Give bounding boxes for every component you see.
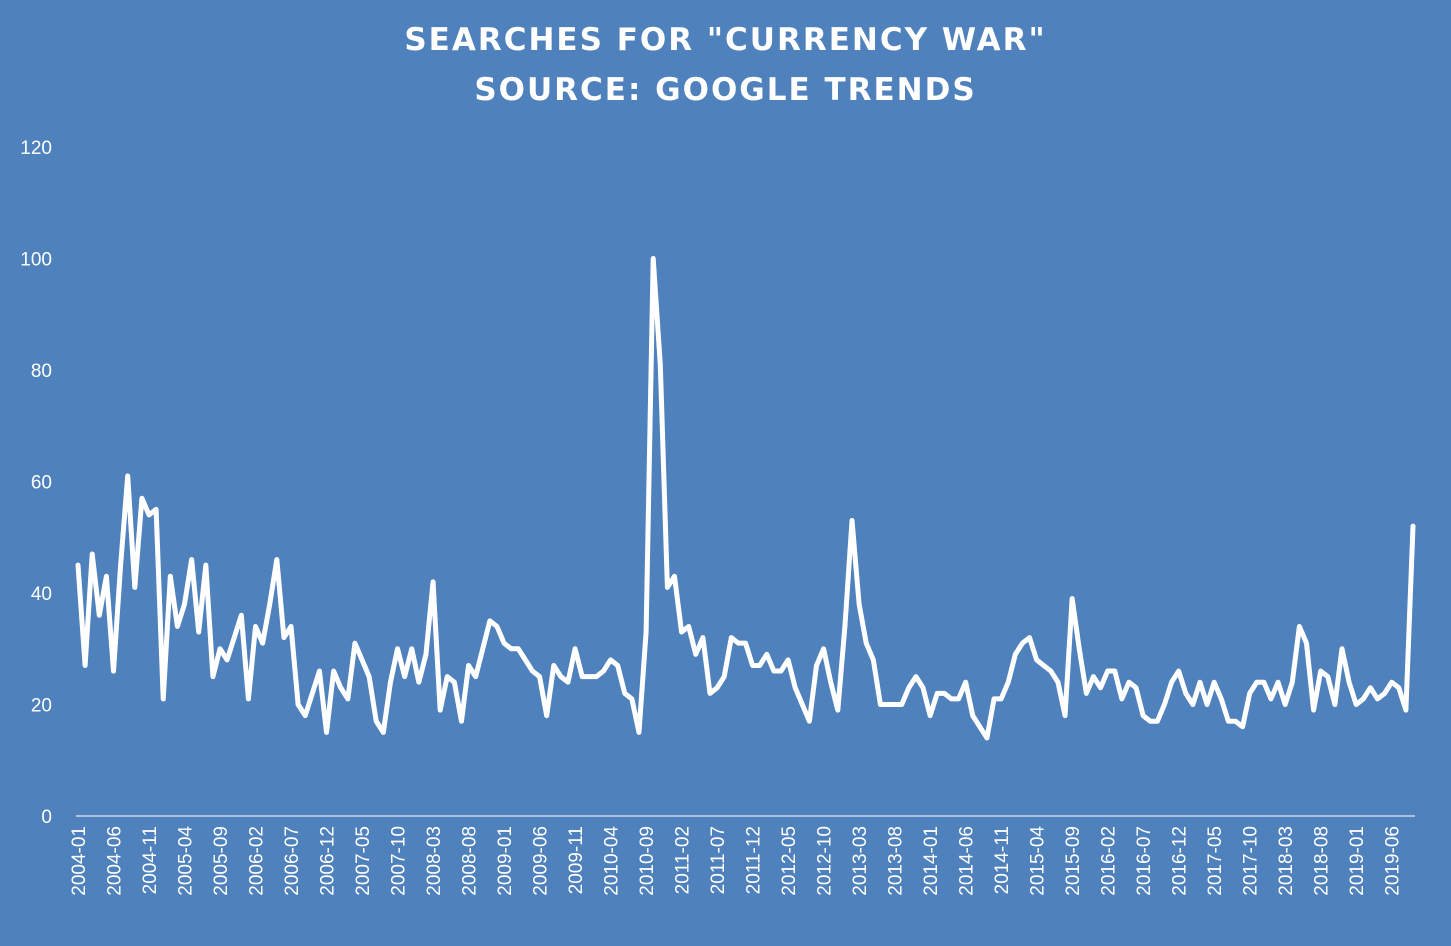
- x-tick-label: 2007-05: [353, 826, 374, 896]
- x-tick-label: 2012-05: [779, 826, 800, 896]
- x-tick-label: 2019-01: [1347, 826, 1368, 896]
- x-tick-label: 2013-08: [886, 826, 907, 896]
- y-tick-label: 80: [31, 361, 52, 382]
- y-tick-label: 40: [31, 584, 52, 605]
- x-tick-label: 2014-11: [992, 826, 1013, 894]
- x-tick-label: 2009-06: [531, 826, 552, 896]
- x-tick-label: 2018-08: [1312, 826, 1333, 896]
- x-axis: 2004-01 2004-06 2004-11 2005-04 2005-09 2006-…: [69, 815, 1415, 896]
- x-tick-label: 2016-12: [1170, 826, 1191, 896]
- x-tick-label: 2007-10: [389, 826, 410, 896]
- x-tick-label: 2009-01: [495, 826, 516, 896]
- x-tick-label: 2014-06: [957, 826, 978, 896]
- x-tick-label: 2015-04: [1028, 826, 1049, 896]
- series-line-layer: [75, 256, 1416, 741]
- x-tick-label: 2010-09: [637, 826, 658, 896]
- x-tick-label: 2005-04: [176, 826, 197, 896]
- x-tick-label: 2015-09: [1063, 826, 1084, 896]
- x-tick-label: 2013-03: [850, 826, 871, 896]
- y-tick-label: 60: [31, 473, 52, 494]
- x-tick-label: 2012-10: [815, 826, 836, 896]
- x-tick-label: 2005-09: [211, 826, 232, 896]
- x-tick-label: 2011-12: [744, 826, 765, 894]
- x-tick-label: 2014-01: [921, 826, 942, 896]
- y-tick-label: 0: [41, 807, 52, 828]
- area-fill: [77, 258, 1414, 816]
- y-tick-label: 20: [31, 696, 52, 717]
- x-tick-label: 2004-06: [105, 826, 126, 896]
- x-tick-label: 2004-11: [140, 826, 161, 894]
- series-line: [75, 256, 1416, 741]
- y-axis: 0 20 40 60 80 100 120: [20, 138, 52, 828]
- x-tick-label: 2006-07: [282, 826, 303, 896]
- x-tick-label: 2004-01: [69, 826, 90, 896]
- x-tick-label: 2006-02: [247, 826, 268, 896]
- x-tick-label: 2008-03: [424, 826, 445, 896]
- chart-subtitle: SOURCE: GOOGLE TRENDS: [474, 72, 977, 108]
- x-tick-label: 2011-02: [673, 826, 694, 894]
- chart-title: SEARCHES FOR "CURRENCY WAR": [404, 22, 1047, 58]
- x-tick-label: 2006-12: [318, 826, 339, 896]
- x-tick-label: 2017-05: [1205, 826, 1226, 896]
- x-tick-label: 2010-04: [602, 826, 623, 896]
- x-tick-label: 2016-07: [1134, 826, 1155, 896]
- x-tick-label: 2019-06: [1383, 826, 1404, 896]
- x-tick-label: 2016-02: [1099, 826, 1120, 896]
- x-tick-label: 2008-08: [460, 826, 481, 896]
- x-tick-label: 2009-11: [566, 826, 587, 894]
- x-tick-label: 2017-10: [1241, 826, 1262, 896]
- x-tick-label: 2018-03: [1276, 826, 1297, 896]
- y-tick-label: 100: [20, 250, 52, 271]
- x-tick-label: 2011-07: [708, 826, 729, 894]
- y-tick-label: 120: [20, 138, 52, 159]
